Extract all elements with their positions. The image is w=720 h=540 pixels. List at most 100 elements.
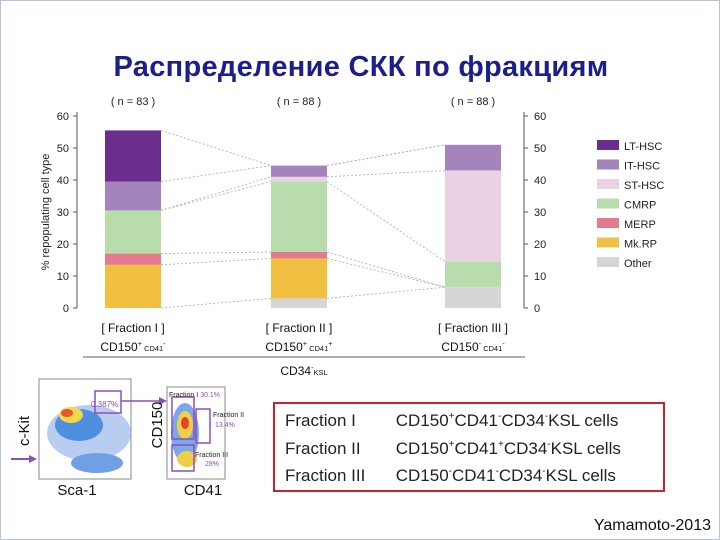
y-tick-label-right: 10 (534, 271, 546, 283)
bar-segment-merp (105, 253, 161, 265)
flow-plot-2-lower (177, 451, 197, 467)
y-tick-label-left: 20 (57, 239, 69, 251)
x-phenotype-label: CD150- CD41- (441, 339, 505, 354)
marker-sign: - (448, 466, 452, 477)
bar-segment-merp (271, 252, 327, 259)
flow-frac2-pct: 13.4% (215, 422, 235, 429)
marker-name: CD41 (454, 439, 498, 458)
x-category-label: [ Fraction I ] (101, 321, 164, 335)
marker-name: CD41 (452, 466, 496, 485)
connector-line (160, 181, 272, 211)
connector-line (326, 144, 446, 166)
connector-line (160, 298, 272, 309)
fraction-row-2: Fraction II CD150+CD41+CD34-KSL cells (285, 439, 621, 459)
flow-plot-cd41-cd150: Fraction I 30.1% Fraction II 13.4% Fracti… (149, 386, 244, 499)
y-tick-label-left: 40 (57, 175, 69, 187)
connector-line (326, 286, 446, 299)
marker-sign: - (495, 466, 499, 477)
x-category-label: [ Fraction II ] (266, 321, 333, 335)
bar-segment-cmrp (271, 181, 327, 252)
stacked-bar-chart: 0 0 10 10 20 20 30 30 40 40 50 50 60 60 % repopulating… (40, 96, 664, 378)
fraction-row-name: Fraction II (285, 439, 361, 458)
fraction-definition-table: Fraction I CD150+CD41-CD34-KSL cells Fra… (273, 402, 665, 492)
flow-plot-2-red (181, 417, 189, 429)
marker-sign: + (448, 439, 455, 450)
flow-gate-fraction-1 (171, 396, 195, 440)
bar-segment-cmrp (445, 261, 501, 288)
y-tick-label-right: 30 (534, 207, 546, 219)
legend-swatch (597, 257, 619, 267)
bar-segment-other (445, 287, 501, 308)
flow-frac1-label: Fraction I 30.1% (169, 392, 220, 399)
n-label: ( n = 88 ) (277, 96, 321, 108)
marker-sign: - (542, 466, 546, 477)
flow-frac3-label: Fraction III (195, 452, 228, 459)
flow-x-axis-sca1: Sca-1 (57, 482, 96, 499)
legend-label: Mk.RP (624, 239, 657, 251)
bar-segment-lthsc (105, 130, 161, 182)
marker-sign: + (448, 411, 455, 422)
connector-line (326, 181, 446, 262)
x-category-label: [ Fraction III ] (438, 321, 508, 335)
marker-name: CD150 (395, 439, 449, 458)
connector-line (160, 251, 272, 254)
flow-plot-sca1-ckit: 0.387% Sca-1 c-Kit (11, 378, 167, 499)
flow-frac2-label: Fraction II (213, 412, 244, 419)
marker-name: KSL cells (550, 439, 621, 458)
fraction-row-3: Fraction III CD150-CD41-CD34-KSL cells (285, 466, 616, 486)
connector-line (326, 258, 446, 288)
legend-swatch (597, 237, 619, 248)
flow-gate-arrowhead (159, 397, 167, 405)
connector-line (160, 130, 272, 166)
flow-plot-1-red (61, 409, 73, 417)
legend-swatch (597, 159, 619, 170)
slide-title: Распределение СКК по фракциям (113, 51, 609, 83)
legend-swatch (597, 218, 619, 228)
bar-segment-cmrp (105, 210, 161, 254)
bar-segment-ithsc (105, 181, 161, 211)
marker-sign: - (544, 411, 549, 422)
fraction-row-name: Fraction I (285, 411, 356, 430)
connector-line (160, 258, 272, 266)
flow-gate-pct: 0.387% (91, 400, 118, 409)
flow-x-axis-cd41: CD41 (184, 482, 222, 499)
marker-name: CD34 (498, 466, 543, 485)
x-phenotype-label: CD150+ CD41+ (265, 339, 332, 354)
y-tick-label-right: 20 (534, 239, 546, 251)
y-axis-title: % repopulating cell type (40, 154, 52, 271)
legend-label: IT-HSC (624, 161, 660, 173)
fraction-row-1: Fraction I CD150+CD41-CD34-KSL cells (285, 411, 618, 431)
y-tick-label-left: 0 (63, 303, 69, 315)
y-tick-label-right: 40 (534, 175, 546, 187)
connector-line (326, 170, 446, 178)
flow-gate-fraction-2 (195, 408, 211, 444)
legend-label: LT-HSC (624, 141, 662, 153)
legend-label: MERP (624, 219, 656, 231)
flow-cytometry-plots: 0.387% Sca-1 c-Kit Fraction I 30.1% Fract… (11, 378, 244, 499)
bar-segment-mkrp (271, 258, 327, 299)
x-group-label: CD34-KSL (280, 363, 327, 378)
legend-swatch (597, 198, 619, 209)
marker-sign: + (497, 439, 504, 450)
bar-segment-ithsc (271, 165, 327, 177)
legend-swatch (597, 140, 619, 150)
legend-label: Other (624, 258, 652, 270)
marker-name: CD34 (501, 411, 545, 430)
flow-y-axis-ckit: c-Kit (16, 415, 33, 446)
marker-name: KSL cells (545, 466, 616, 485)
bar-segment-sthsc (445, 170, 501, 262)
bar-segment-sthsc (271, 176, 327, 182)
bar-segment-mkrp (105, 264, 161, 308)
n-label: ( n = 88 ) (451, 96, 495, 108)
flow-ckit-arrowhead (29, 455, 37, 463)
legend-label: ST-HSC (624, 180, 664, 192)
marker-name: CD34 (503, 439, 548, 458)
y-tick-label-left: 50 (57, 143, 69, 155)
legend-label: CMRP (624, 200, 656, 212)
marker-name: CD150 (395, 411, 449, 430)
y-tick-label-left: 10 (57, 271, 69, 283)
marker-name: CD150 (395, 466, 449, 485)
bar-segment-ithsc (445, 144, 501, 171)
x-phenotype-label: CD150+ CD41- (100, 339, 166, 354)
